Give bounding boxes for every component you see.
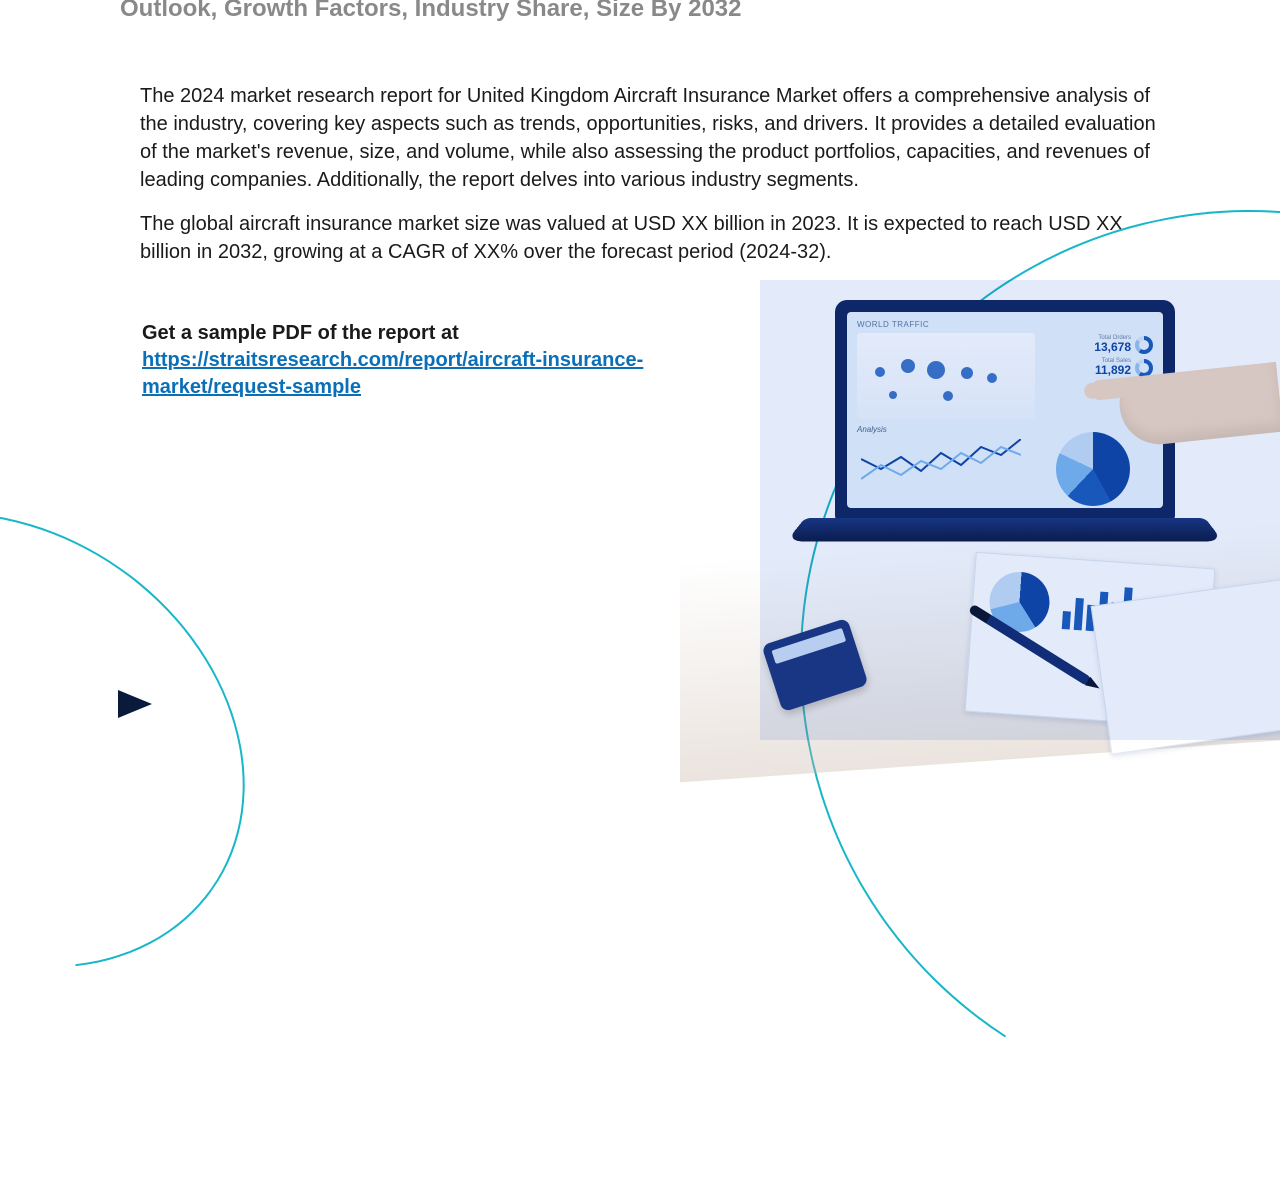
laptop-keyboard-base bbox=[786, 518, 1223, 541]
analysis-title: Analysis bbox=[857, 425, 1025, 434]
map-dot bbox=[875, 367, 885, 377]
pie-chart bbox=[1056, 432, 1130, 506]
sample-pdf-callout: Get a sample PDF of the report at https:… bbox=[142, 320, 652, 401]
intro-paragraph-1: The 2024 market research report for Unit… bbox=[140, 82, 1160, 194]
analysis-panel: Analysis bbox=[857, 425, 1025, 508]
map-dot bbox=[927, 361, 945, 379]
line-chart bbox=[861, 439, 1021, 499]
mini-donut-icon bbox=[1135, 336, 1153, 354]
sample-pdf-link[interactable]: https://straitsresearch.com/report/aircr… bbox=[142, 349, 643, 398]
map-dot bbox=[943, 391, 953, 401]
map-dot bbox=[987, 373, 997, 383]
world-map-panel bbox=[857, 333, 1035, 419]
decorative-curve-left bbox=[0, 419, 333, 1061]
page-title: Outlook, Growth Factors, Industry Share,… bbox=[120, 0, 742, 23]
stat-value: 11,892 bbox=[1041, 364, 1131, 377]
sample-lead-text: Get a sample PDF of the report at bbox=[142, 322, 459, 344]
laptop-screen: WORLD TRAFFIC Total Orders13,678 Total Sa… bbox=[847, 312, 1163, 508]
map-dot bbox=[901, 359, 915, 373]
brand-logo-mark bbox=[118, 690, 152, 718]
pie-panel bbox=[1033, 425, 1153, 508]
line-series bbox=[861, 447, 1021, 479]
map-dot bbox=[961, 367, 973, 379]
desk-paper-2 bbox=[1091, 575, 1280, 754]
stat-value: 13,678 bbox=[1041, 341, 1131, 354]
stat-row: Total Orders13,678 bbox=[1041, 335, 1153, 354]
stat-row: Total Sales11,892 bbox=[1041, 358, 1153, 377]
paper-bar bbox=[1074, 598, 1084, 630]
dashboard-heading: WORLD TRAFFIC bbox=[857, 320, 1153, 329]
paper-bar bbox=[1062, 611, 1071, 630]
map-dot bbox=[889, 391, 897, 399]
intro-paragraph-2: The global aircraft insurance market siz… bbox=[140, 210, 1160, 266]
